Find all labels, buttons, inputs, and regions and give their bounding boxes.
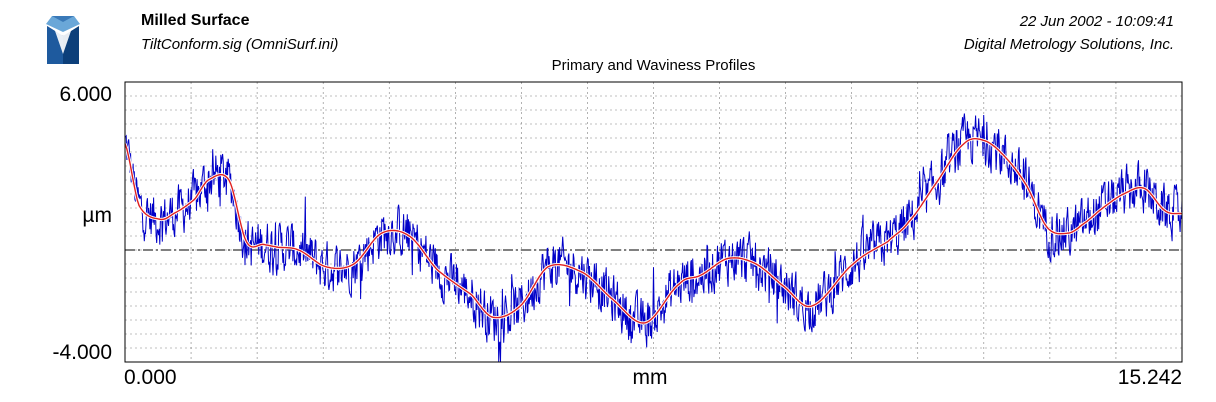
report-title: Milled Surface <box>141 12 250 29</box>
waviness-profile-line <box>124 138 1183 324</box>
x-tick-label-max: 15.242 <box>1117 366 1182 389</box>
timestamp: 22 Jun 2002 - 10:09:41 <box>1019 13 1174 30</box>
y-axis-label: µm <box>82 204 112 227</box>
company-name: Digital Metrology Solutions, Inc. <box>963 36 1174 53</box>
x-axis-label: mm <box>632 366 668 389</box>
chart-title: Primary and Waviness Profiles <box>551 57 756 74</box>
y-tick-label-max: 6.000 <box>59 83 112 106</box>
plot-frame <box>124 81 1183 363</box>
x-tick-label-min: 0.000 <box>124 366 177 389</box>
y-tick-label-min: -4.000 <box>52 341 112 364</box>
company-logo-icon <box>46 16 80 64</box>
file-subtitle: TiltConform.sig (OmniSurf.ini) <box>141 36 339 53</box>
chart-grid <box>125 82 1182 362</box>
primary-profile-line <box>124 113 1183 363</box>
